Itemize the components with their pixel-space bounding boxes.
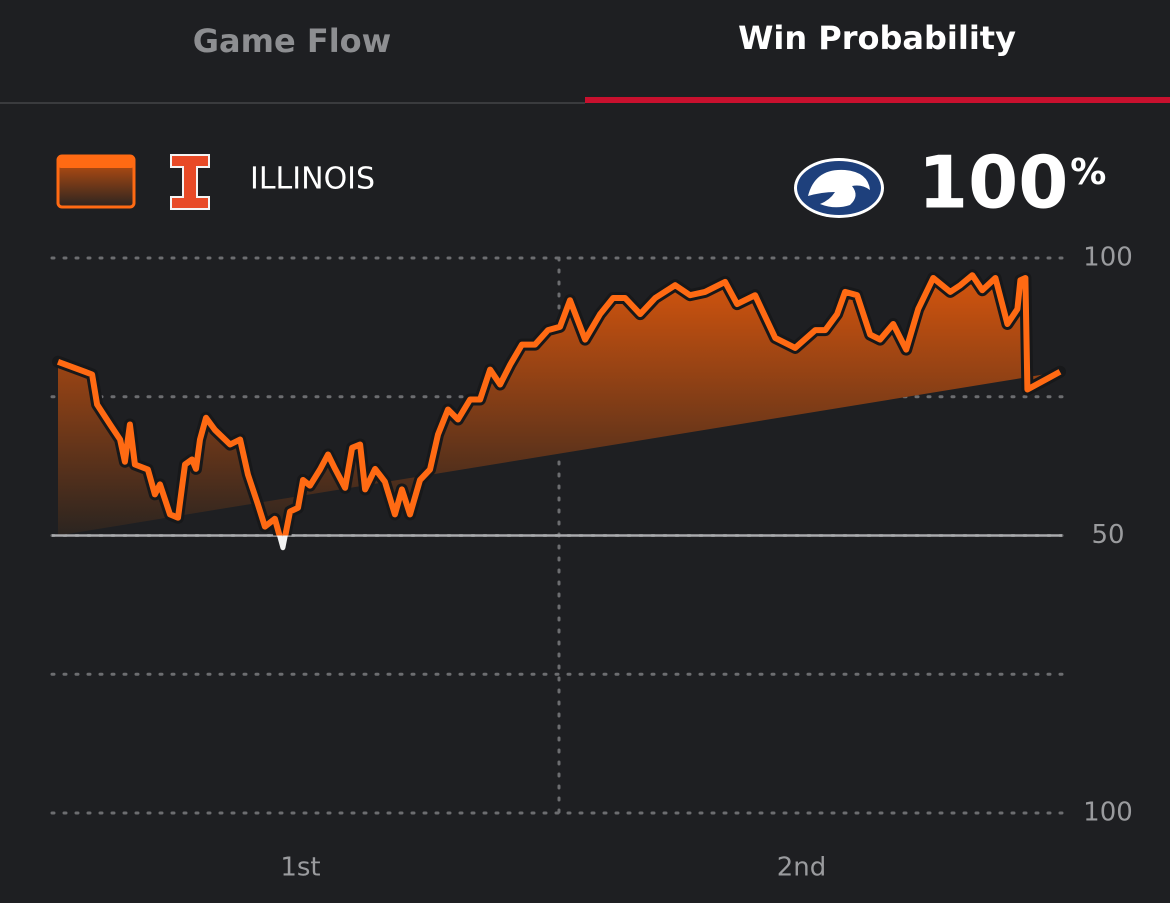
y-tick-label: 100 [1083, 243, 1133, 273]
y-tick-label: 100 [1083, 798, 1133, 828]
period-label: 1st [280, 853, 320, 883]
illinois-logo [170, 154, 210, 210]
line [56, 272, 1062, 536]
tab-game-flow[interactable]: Game Flow [193, 22, 391, 60]
penn-state-logo [794, 158, 884, 218]
tab-divider [0, 102, 585, 104]
leader-probability-unit: % [1070, 152, 1106, 193]
plot: 100 50 100 1st 2nd [50, 243, 1133, 883]
leader-probability: 100 [918, 141, 1068, 225]
active-tab-indicator [585, 97, 1170, 103]
period-label: 2nd [777, 853, 827, 883]
tab-win-probability[interactable]: Win Probability [738, 19, 1016, 57]
legend-team: ILLINOIS [250, 162, 375, 197]
legend-swatch-top [58, 156, 134, 168]
y-tick-label: 50 [1091, 520, 1124, 550]
